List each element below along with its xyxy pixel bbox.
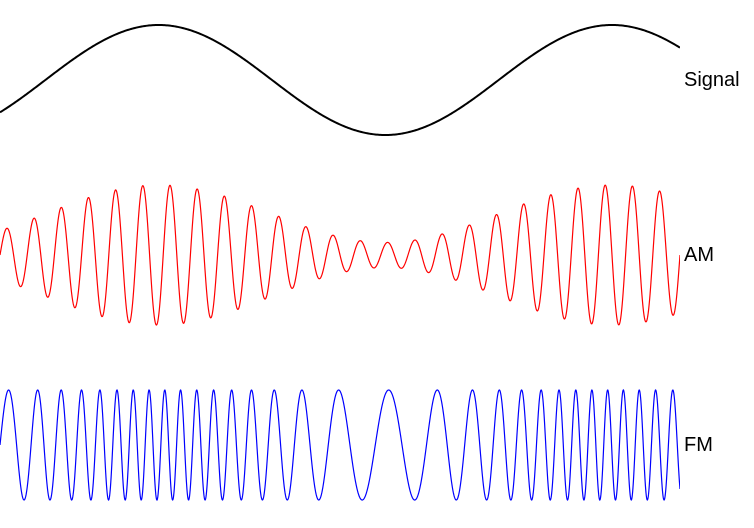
- fm-wave: [0, 380, 680, 510]
- fm-row: FM: [0, 380, 754, 510]
- signal-label: Signal: [680, 69, 740, 92]
- am-wave-area: [0, 170, 680, 340]
- signal-wave: [0, 10, 680, 150]
- signal-row: Signal: [0, 10, 754, 150]
- fm-label: FM: [680, 434, 713, 457]
- am-row: AM: [0, 170, 754, 340]
- am-label: AM: [680, 244, 714, 267]
- signal-wave-area: [0, 10, 680, 150]
- fm-wave-area: [0, 380, 680, 510]
- am-wave: [0, 170, 680, 340]
